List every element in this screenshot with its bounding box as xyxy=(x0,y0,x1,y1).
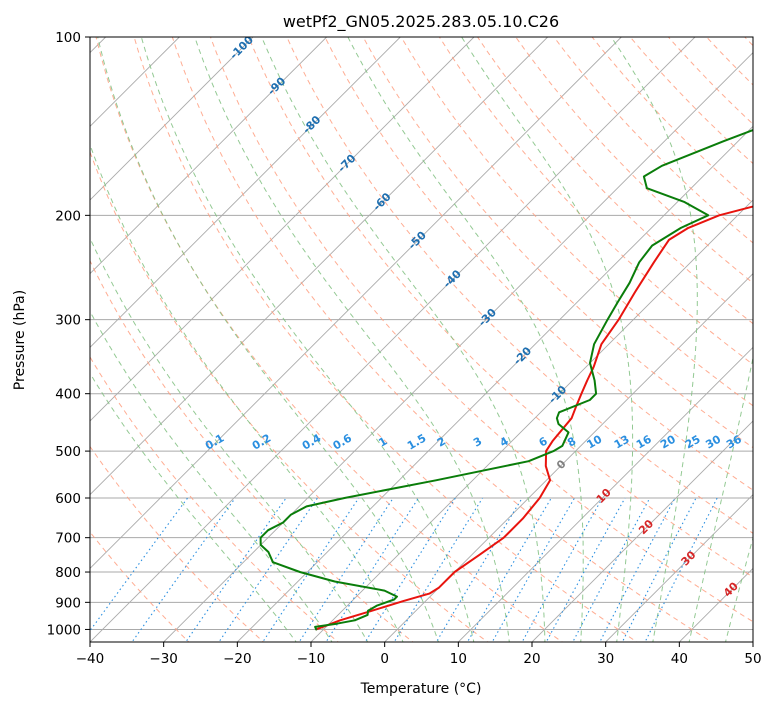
isotherm-label: -80 xyxy=(300,113,323,136)
dry-adiabat xyxy=(169,26,716,644)
isotherm-line xyxy=(532,37,775,642)
background-lines xyxy=(0,26,775,644)
dry-adiabat xyxy=(357,26,775,644)
y-tick-label: 600 xyxy=(55,491,81,507)
isotherm-label: -40 xyxy=(441,267,464,290)
isotherm-label: -90 xyxy=(265,74,288,97)
mixing-ratio-label: 10 xyxy=(584,432,604,451)
mixing-ratio-label: 30 xyxy=(703,432,723,451)
y-tick-label: 400 xyxy=(55,387,81,403)
isotherm-line xyxy=(0,37,327,642)
mixing-ratio-line xyxy=(435,498,522,644)
moist-adiabat xyxy=(2,37,334,644)
x-tick-label: 10 xyxy=(450,651,467,667)
y-tick-label: 200 xyxy=(55,208,81,224)
isotherm-label: 40 xyxy=(721,579,741,599)
x-tick-label: −20 xyxy=(223,651,252,667)
mixing-ratio-label: 25 xyxy=(683,433,703,452)
isotherm-line xyxy=(679,37,775,642)
isotherm-label: 10 xyxy=(594,486,614,506)
dewpoint-profile xyxy=(261,37,775,629)
mixing-ratio-label: 4 xyxy=(498,434,511,449)
moist-adiabat xyxy=(0,37,298,644)
dry-adiabat xyxy=(395,26,775,644)
x-tick-label: −30 xyxy=(149,651,178,667)
mixing-ratio-label: 20 xyxy=(658,432,678,451)
dry-adiabat xyxy=(584,26,775,644)
isotherm-label: -60 xyxy=(370,190,393,213)
isotherm-line xyxy=(0,37,400,642)
mixing-ratio-line xyxy=(521,498,603,644)
mixing-ratio-line xyxy=(217,498,317,644)
dry-adiabat xyxy=(18,26,416,644)
y-tick-label: 500 xyxy=(55,444,81,460)
isotherm-line xyxy=(458,37,775,642)
isotherm-line xyxy=(164,37,769,642)
mixing-ratio-line xyxy=(644,498,717,644)
dry-adiabat xyxy=(621,26,775,644)
x-axis-label: Temperature (°C) xyxy=(360,681,482,697)
mixing-ratio-label: 36 xyxy=(724,432,744,451)
y-tick-label: 800 xyxy=(55,565,81,581)
isotherm-label: -20 xyxy=(511,344,534,367)
y-tick-label: 100 xyxy=(55,30,81,46)
mixing-ratio-line xyxy=(599,498,675,644)
x-tick-label: 0 xyxy=(380,651,389,667)
moist-adiabat xyxy=(689,37,775,644)
x-tick-label: −10 xyxy=(297,651,326,667)
isotherm-label: -70 xyxy=(335,151,358,174)
mixing-ratio-label: 1.5 xyxy=(405,432,428,453)
mixing-ratio-label: 3 xyxy=(471,435,484,450)
mixing-ratio-label: 0.2 xyxy=(250,432,273,453)
x-tick-label: 50 xyxy=(744,651,761,667)
isotherm-label: 20 xyxy=(636,517,656,537)
plot-frame xyxy=(90,37,753,642)
isotherm-line xyxy=(753,37,775,642)
dry-adiabat xyxy=(94,26,566,644)
dry-adiabat xyxy=(659,26,775,644)
x-tick-label: −40 xyxy=(76,651,105,667)
dry-adiabat xyxy=(734,26,775,644)
mixing-ratio-line xyxy=(491,498,575,644)
x-tick-label: 20 xyxy=(523,651,540,667)
dry-adiabat xyxy=(320,26,775,644)
dry-adiabat xyxy=(697,26,775,644)
profiles xyxy=(261,37,775,629)
isotherm-line xyxy=(311,37,775,642)
mixing-ratio-label: 0.4 xyxy=(300,431,324,452)
dry-adiabat xyxy=(56,26,491,644)
y-axis-label: Pressure (hPa) xyxy=(12,290,28,390)
isotherm-label: -50 xyxy=(406,229,429,252)
isotherm-label: -30 xyxy=(476,306,499,329)
y-tick-label: 900 xyxy=(55,595,81,611)
x-tick-label: 30 xyxy=(597,651,614,667)
x-tick-label: 40 xyxy=(671,651,688,667)
mixing-ratio-label: 13 xyxy=(612,433,632,452)
mixing-ratio-label: 1 xyxy=(376,435,389,450)
y-tick-label: 1000 xyxy=(47,622,81,638)
mixing-ratio-line xyxy=(545,498,625,644)
mixing-ratio-line xyxy=(80,498,188,644)
y-tick-label: 700 xyxy=(55,531,81,547)
dry-adiabat xyxy=(131,26,641,644)
moist-adiabat xyxy=(195,37,510,644)
dry-adiabat xyxy=(0,26,266,644)
moist-adiabat xyxy=(725,37,775,644)
dry-adiabat xyxy=(282,26,775,644)
mixing-ratio-label: 0.6 xyxy=(331,431,355,452)
isotherm-label: 30 xyxy=(679,548,699,568)
y-tick-label: 300 xyxy=(55,313,81,329)
isotherm-line xyxy=(0,37,548,642)
isotherm-label: 0 xyxy=(554,457,569,472)
isotherm-line xyxy=(0,37,474,642)
mixing-ratio-line xyxy=(621,498,696,644)
isotherm-label: -10 xyxy=(546,383,569,406)
chart-title: wetPf2_GN05.2025.283.05.10.C26 xyxy=(283,12,559,32)
isotherm-line xyxy=(0,37,253,642)
mixing-ratio-label: 16 xyxy=(634,432,654,451)
isotherm-line xyxy=(16,37,621,642)
